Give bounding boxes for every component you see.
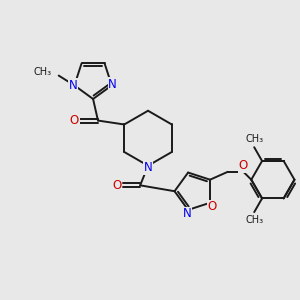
Text: O: O bbox=[207, 200, 217, 213]
Text: CH₃: CH₃ bbox=[245, 134, 263, 144]
Text: O: O bbox=[70, 114, 79, 127]
Text: N: N bbox=[144, 161, 152, 174]
Text: N: N bbox=[183, 207, 191, 220]
Text: O: O bbox=[239, 159, 248, 172]
Text: N: N bbox=[108, 78, 117, 91]
Text: O: O bbox=[112, 179, 121, 192]
Text: CH₃: CH₃ bbox=[245, 215, 263, 225]
Text: N: N bbox=[69, 79, 78, 92]
Text: CH₃: CH₃ bbox=[34, 67, 52, 77]
